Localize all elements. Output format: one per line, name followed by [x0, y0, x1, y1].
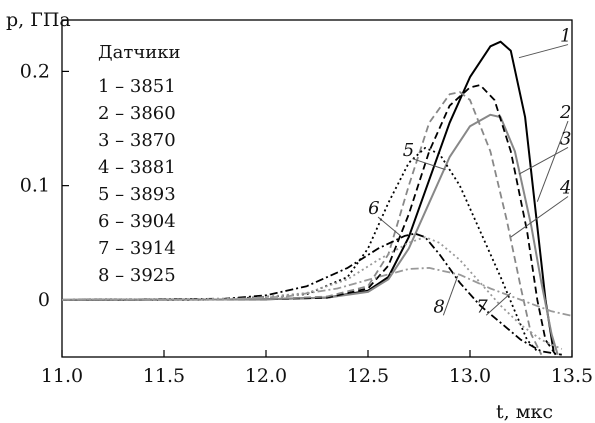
- legend-entry: 6 – 3904: [98, 211, 176, 232]
- curve-label: 3: [560, 128, 571, 149]
- ticks: 11.0 11.5 12.0 12.5 13.0 13.5 0 0.1 0.2: [20, 60, 593, 387]
- curve-label: 2: [559, 102, 571, 123]
- x-tick-label: 11.0: [41, 365, 83, 387]
- curve-label-leader: [536, 120, 569, 202]
- legend-entry: 4 – 3881: [98, 157, 176, 178]
- curve-label-leader: [518, 146, 569, 175]
- legend-title: Датчики: [98, 42, 180, 63]
- curve-label-leader: [485, 292, 512, 316]
- curve-label-leader: [518, 44, 569, 59]
- curve-label-leaders: 1 2 3 4 5 6 7 8: [368, 26, 571, 318]
- curve-label-leader: [377, 216, 401, 237]
- series-line-7: [61, 267, 573, 317]
- legend-entry: 2 – 3860: [98, 103, 176, 124]
- x-tick-label: 11.5: [143, 365, 185, 387]
- series-line-3: [61, 84, 557, 356]
- legend-entry: 7 – 3914: [98, 238, 176, 259]
- legend-entry: 3 – 3870: [98, 130, 176, 151]
- series-group: [61, 40, 573, 356]
- curve-label: 8: [433, 296, 444, 317]
- plot-frame: [61, 19, 573, 358]
- y-tick-label: 0.1: [20, 175, 50, 197]
- legend-entry: 1 – 3851: [98, 76, 176, 97]
- y-tick-label: 0.2: [20, 60, 50, 82]
- x-tick-label: 13.0: [449, 365, 491, 387]
- y-tick-label: 0: [38, 289, 50, 311]
- series-line-4: [61, 91, 543, 356]
- x-axis-label: t, мкс: [496, 401, 553, 423]
- legend-entry: 5 – 3893: [98, 184, 176, 205]
- curve-label: 1: [560, 26, 571, 47]
- legend: 1 – 3851 2 – 3860 3 – 3870 4 – 3881 5 – 3893…: [98, 76, 176, 286]
- x-tick-label: 12.5: [347, 365, 389, 387]
- curve-label-leader: [412, 158, 446, 171]
- series-line-2: [61, 113, 559, 355]
- series-line-5: [61, 147, 538, 352]
- x-tick-label: 13.5: [551, 365, 593, 387]
- curve-label: 6: [368, 198, 379, 219]
- legend-entry: 8 – 3925: [98, 265, 176, 286]
- curve-label: 7: [476, 296, 488, 317]
- series-line-6: [61, 232, 562, 356]
- x-tick-label: 12.0: [245, 365, 287, 387]
- curve-label-leader: [510, 196, 569, 238]
- curve-label-leader: [442, 275, 459, 316]
- curve-label: 5: [403, 140, 414, 161]
- y-axis-label: p, ГПа: [6, 9, 71, 31]
- curve-label: 4: [559, 177, 571, 198]
